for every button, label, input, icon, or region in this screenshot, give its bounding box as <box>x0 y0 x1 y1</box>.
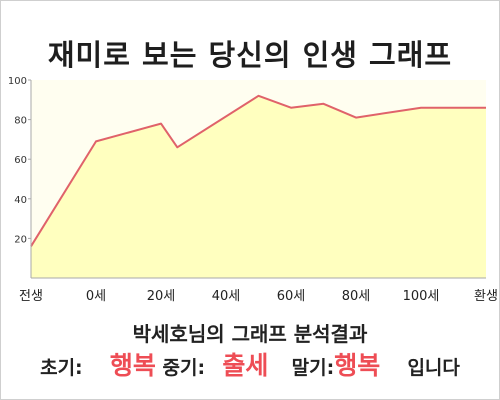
ending-text: 입니다 <box>407 357 460 379</box>
area-fill <box>31 95 486 278</box>
y-tick-label: 60 <box>14 155 27 166</box>
y-tick-label: 80 <box>14 116 27 127</box>
middle-value: 출세 <box>222 351 269 380</box>
x-tick-label: 환생 <box>474 289 498 304</box>
x-tick-label: 100세 <box>403 289 440 304</box>
life-line <box>30 94 486 247</box>
x-tick-label: 전생 <box>19 289 43 304</box>
x-tick-label: 80세 <box>342 289 371 304</box>
y-tick-label: 20 <box>14 234 27 245</box>
early-label: 초기: <box>40 357 83 379</box>
middle-label: 중기: <box>162 357 206 379</box>
late-value: 행복 <box>334 351 381 380</box>
x-tick-label: 0세 <box>86 289 106 304</box>
x-tick-label: 60세 <box>277 289 306 304</box>
late-label: 말기: <box>291 357 335 379</box>
life-graph-chart: 20 40 60 80 100 전생 0세 20세 40세 60세 80세 100세 환생 <box>8 76 498 304</box>
x-tick-label: 20세 <box>147 289 176 304</box>
early-value: 행복 <box>109 351 156 380</box>
y-tick-label: 40 <box>14 195 27 206</box>
x-tick-label: 40세 <box>212 289 241 304</box>
analysis-heading: 박세호님의 그래프 분석결과 <box>132 322 368 346</box>
page-title: 재미로 보는 당신의 인생 그래프 <box>47 38 453 72</box>
analysis-result: 초기: 행복 중기: 출세 말기:행복 입니다 <box>0 346 500 382</box>
y-tick-label: 100 <box>8 76 27 87</box>
